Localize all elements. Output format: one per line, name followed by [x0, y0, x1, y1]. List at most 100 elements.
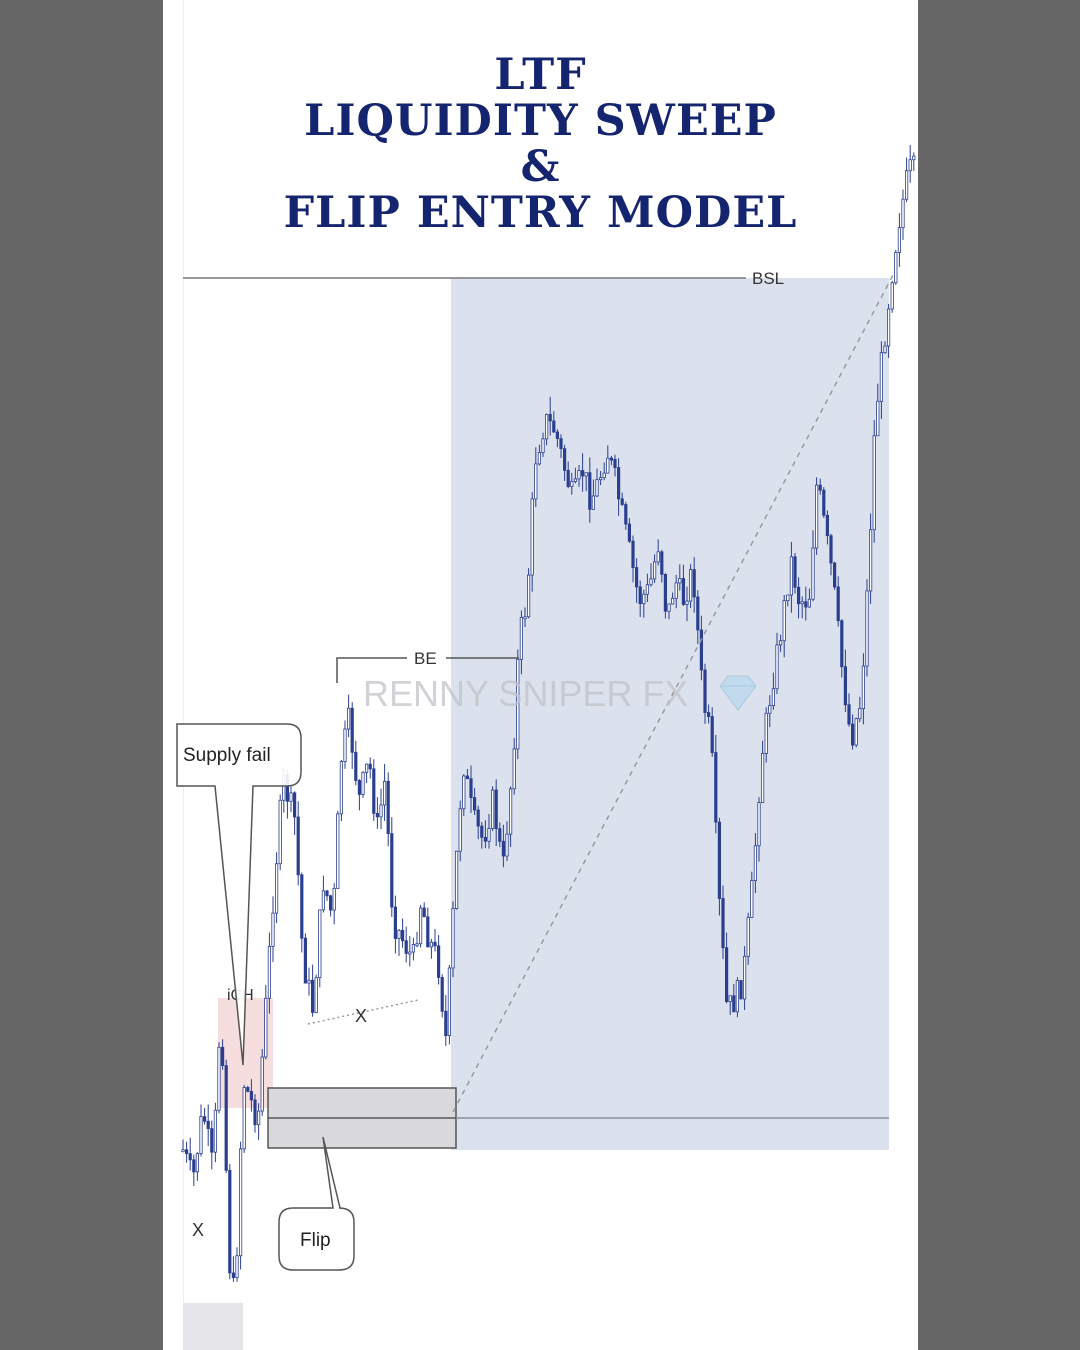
bottom-gray-block	[183, 1303, 243, 1350]
candle-body	[267, 945, 271, 999]
candle-body	[393, 906, 397, 939]
candle-body	[782, 600, 786, 642]
supply-fail-callout	[176, 723, 302, 1066]
candle-body	[289, 792, 293, 802]
candle-body	[184, 1149, 189, 1155]
candle-body	[354, 751, 358, 781]
candle-body	[314, 977, 318, 1013]
candle-body	[595, 479, 599, 497]
candle-body	[840, 620, 844, 668]
supply-fail-label: Supply fail	[183, 745, 271, 766]
candle-body	[559, 438, 563, 450]
candle-body	[526, 574, 531, 618]
title-line-2: LIQUIDITY SWEEP	[304, 96, 777, 146]
candle-body	[494, 789, 498, 830]
candle-body	[645, 584, 650, 595]
candle-body	[379, 804, 383, 818]
candle-body	[364, 763, 369, 773]
candle-body	[707, 712, 711, 717]
candle-body	[717, 821, 722, 899]
candle-body	[743, 955, 747, 1000]
candle-body	[865, 590, 869, 667]
candle-body	[296, 816, 300, 876]
candle-body	[606, 457, 610, 474]
candle-body	[872, 435, 876, 531]
title-line-4: FLIP ENTRY MODEL	[283, 188, 798, 238]
candle-body	[746, 916, 750, 957]
candle-body	[433, 941, 437, 947]
candle-body	[472, 797, 477, 811]
candle-body	[894, 251, 898, 284]
candle-body	[786, 594, 790, 601]
candle-body	[260, 1056, 264, 1112]
candle-body	[415, 943, 419, 947]
candle-body	[811, 547, 815, 600]
candle-body	[789, 556, 794, 596]
candle-body	[847, 704, 851, 725]
candle-body	[822, 489, 826, 516]
candle-body	[231, 1272, 235, 1278]
candle-body	[418, 907, 423, 945]
candle-body	[631, 540, 635, 568]
candle-body	[357, 780, 361, 795]
candle-body	[897, 227, 902, 253]
candle-body	[469, 778, 473, 798]
candle-body	[616, 467, 621, 500]
candle-body	[908, 159, 912, 172]
candle-body	[699, 629, 704, 671]
candle-body	[753, 845, 758, 881]
candle-body	[505, 833, 509, 857]
candle-body	[440, 977, 444, 1012]
candle-body	[739, 980, 743, 1000]
candle-body	[530, 498, 534, 576]
candle-body	[775, 644, 779, 690]
candle-body	[627, 523, 632, 542]
candle-body	[465, 775, 470, 780]
candle-body	[869, 529, 873, 592]
candle-body	[771, 688, 776, 707]
candle-body	[404, 940, 408, 954]
candle-body	[490, 789, 495, 829]
candle-body	[372, 768, 376, 814]
candle-body	[310, 979, 315, 1013]
candle-body	[328, 895, 333, 911]
candle-body	[728, 995, 732, 1002]
candle-body	[361, 771, 365, 795]
candle-body	[537, 452, 542, 465]
candle-body	[825, 514, 830, 537]
bsl-label: BSL	[752, 269, 784, 288]
candle-body	[793, 556, 797, 588]
candle-body	[541, 438, 545, 453]
candle-body	[764, 712, 768, 754]
candle-body	[624, 504, 628, 525]
candle-body	[325, 890, 329, 897]
flip-callout	[278, 1136, 355, 1271]
candle-body	[566, 469, 570, 487]
candle-body	[332, 888, 336, 911]
candle-body	[670, 597, 675, 605]
candle-body	[239, 1148, 243, 1257]
candle-body	[386, 780, 390, 835]
candle-body	[426, 916, 430, 948]
candle-body	[476, 809, 480, 827]
candle-body	[836, 586, 840, 622]
candle-body	[249, 1091, 253, 1101]
x-mark-mid: X	[355, 1006, 367, 1026]
candle-body	[696, 596, 700, 631]
candle-body	[253, 1099, 257, 1126]
candle-body	[757, 802, 761, 847]
be-label: BE	[414, 649, 437, 668]
candle-body	[264, 997, 268, 1058]
candle-body	[854, 718, 858, 746]
candle-body	[436, 945, 441, 978]
candle-body	[861, 665, 866, 710]
candle-body	[192, 1159, 196, 1173]
candle-body	[652, 561, 657, 580]
candle-body	[257, 1110, 261, 1126]
candle-body	[598, 477, 603, 481]
candle-body	[761, 753, 765, 803]
candle-body	[660, 551, 664, 575]
candle-body	[609, 457, 614, 461]
candle-body	[397, 929, 401, 939]
candle-body	[620, 498, 624, 505]
